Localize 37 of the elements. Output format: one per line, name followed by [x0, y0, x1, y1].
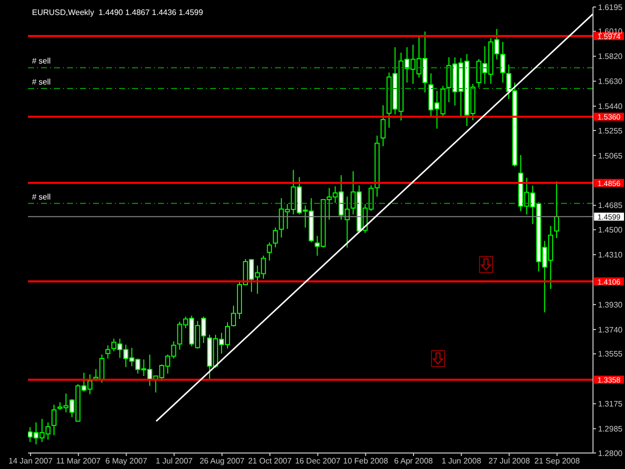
- y-tick-label: 1.6195: [598, 2, 624, 12]
- ref-line-label: # sell: [32, 56, 51, 66]
- y-tick-label: 1.4500: [598, 226, 624, 235]
- x-tick-label: 11 Mar 2007: [56, 456, 102, 466]
- ref-line-label: # sell: [32, 192, 51, 202]
- x-tick-label: 14 Jan 2007: [8, 456, 54, 466]
- ref-line-label: # sell: [32, 77, 51, 86]
- y-tick-label: 1.3930: [598, 300, 624, 310]
- chart-title: EURUSD,Weekly 1.4490 1.4867 1.4436 1.4599: [32, 8, 204, 17]
- candlestick: [380, 104, 386, 147]
- x-tick-label: 6 Apr 2008: [394, 456, 434, 466]
- y-tick-label: 1.3175: [598, 400, 624, 409]
- y-tick-label: 1.5440: [598, 102, 624, 112]
- x-tick-label: 1 Jul 2007: [156, 456, 194, 466]
- y-tick-label: 1.3555: [598, 350, 624, 359]
- x-tick-label: 27 Jul 2008: [488, 456, 530, 466]
- x-tick-label: 26 Aug 2007: [200, 456, 246, 466]
- candlestick: [105, 344, 110, 360]
- x-tick-label: 16 Dec 2007: [295, 456, 341, 466]
- x-tick-label: 1 Jun 2008: [442, 456, 482, 466]
- candlestick: [272, 227, 278, 248]
- candlestick: [52, 404, 57, 436]
- y-tick-label: 1.4310: [598, 250, 624, 260]
- candlestick: [554, 180, 560, 239]
- x-tick-label: 6 May 2007: [105, 456, 148, 466]
- y-tick-label: 1.5630: [598, 77, 624, 86]
- y-tick-label: 1.2800: [598, 448, 624, 458]
- y-tick-label: 1.3740: [598, 325, 624, 334]
- y-tick-label: 1.5820: [598, 52, 624, 62]
- candlestick: [266, 242, 272, 262]
- y-tick-label: 1.2985: [598, 424, 624, 434]
- x-tick-label: 21 Sep 2008: [534, 456, 580, 466]
- x-tick-label: 21 Oct 2007: [248, 456, 292, 466]
- y-tick-label: 1.4685: [598, 201, 624, 210]
- y-tick-label: 1.5065: [598, 151, 624, 160]
- x-tick-label: 10 Feb 2008: [343, 456, 389, 466]
- y-tick-label: 1.5255: [598, 126, 624, 136]
